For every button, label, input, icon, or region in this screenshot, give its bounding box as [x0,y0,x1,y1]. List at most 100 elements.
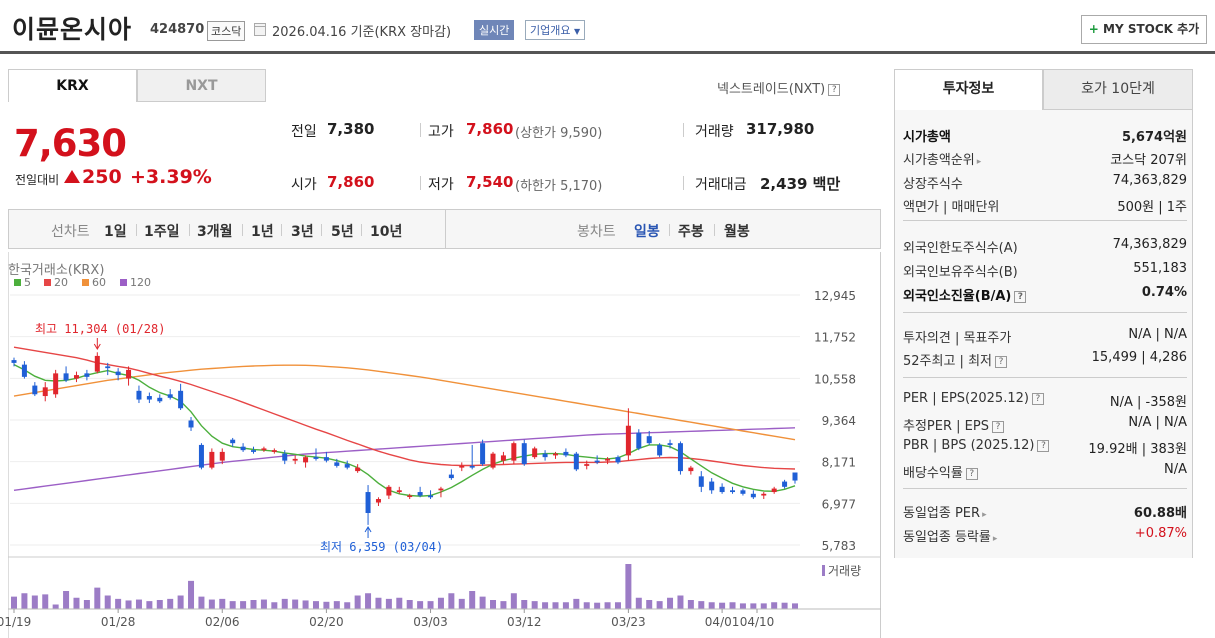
divider [903,220,1187,221]
volume-bar [292,599,299,609]
volume-bar [646,600,653,609]
candle-body [84,373,90,377]
help-icon[interactable]: ? [965,467,978,480]
volume-legend-swatch [822,565,825,576]
company-overview-dropdown[interactable]: 기업개요 ▼ [525,20,586,40]
period-1w[interactable]: 1주일 [144,224,180,240]
period-1d[interactable]: 1일 [104,224,127,240]
info-label: PER | EPS(2025.12)? [903,391,1044,406]
volume-bar [635,597,642,609]
help-icon[interactable]: ? [1031,392,1044,405]
info-label[interactable]: 시가총액순위 ▸ [903,153,982,168]
volume-bar [667,597,674,609]
period-3m[interactable]: 3개월 [197,224,233,240]
min-annotation: 최저 6,359 (03/04) [320,540,443,554]
period-1y[interactable]: 1년 [251,224,274,240]
volume-bar [271,602,278,609]
candle-body [292,458,298,461]
volume-bar [500,601,507,609]
info-label[interactable]: 동일업종 등락률 ▸ [903,530,998,545]
company-overview-label: 기업개요 [530,24,571,37]
divider [420,176,421,190]
divider [903,377,1187,378]
volume-bar [250,600,257,609]
volume-value: 317,980 [746,120,815,138]
info-label: 추정PER | EPS? [903,415,1004,434]
high-value: 7,860 [466,120,514,138]
candle-body [271,450,277,452]
volume-bar [229,601,236,609]
volume-bar [739,603,746,609]
candle-body [136,390,142,400]
info-row: 동일업종 PER ▸ 60.88배 [903,502,1187,524]
realtime-button[interactable]: 실시간 [474,20,515,40]
info-value: +0.87% [1134,526,1187,541]
volume-bar [594,602,601,609]
y-tick-label: 12,945 [814,289,856,303]
volume-bar [406,600,413,609]
price-chart[interactable]: 한국거래소(KRX)5 20 60 120 12,945 11,752 10,558 9,36… [0,252,890,638]
candle-body [532,448,538,458]
y-tick-label: 6,977 [822,497,856,511]
period-5y[interactable]: 5년 [331,224,354,240]
add-my-stock-button[interactable]: + MY STOCK 추가 [1081,15,1207,44]
amount-label: 거래대금 [695,177,747,193]
volume-bar [115,598,122,609]
volume-bar [177,595,184,609]
divider [189,224,190,236]
y-tick-label: 8,171 [822,456,856,470]
help-icon[interactable]: ? [1037,439,1050,452]
tab-quote-10[interactable]: 호가 10단계 [1043,69,1193,110]
volume-bar [146,601,153,609]
tab-nxt[interactable]: NXT [137,69,266,102]
change-amount: 250 [82,166,122,188]
volume-bar [260,599,267,609]
tab-krx[interactable]: KRX [8,69,137,102]
volume-bar [125,600,132,609]
nextrade-link[interactable]: 넥스트레이드(NXT)? [717,78,841,97]
legend-label: 5 [24,276,31,289]
info-row: 외국인소진율(B/A)? 0.74% [903,285,1187,307]
volume-bar [792,603,798,609]
min-arrow-head [364,526,372,533]
candle-body [251,450,257,452]
volume-bar [365,593,372,609]
candle-body [188,420,194,428]
volume-bar [208,599,215,609]
volume-bar [344,602,351,609]
volume-bar [677,595,684,609]
info-row: 동일업종 등락률 ▸ +0.87% [903,526,1187,548]
candle-body [709,481,715,491]
info-value: 15,499 | 4,286 [1091,350,1187,365]
candle-body [521,443,527,465]
candle-weekly[interactable]: 주봉 [678,224,704,240]
info-row: 시가총액 5,674억원 [903,126,1187,148]
volume-bar [73,597,80,609]
volume-bar [760,603,767,609]
candle-body [563,451,569,456]
amount-value: 2,439 백만 [760,175,841,193]
divider [669,224,670,236]
candle-body [11,360,17,363]
period-10y[interactable]: 10년 [370,224,403,240]
candle-body [167,394,173,398]
candle-daily[interactable]: 일봉 [634,224,660,240]
candle-body [428,495,434,498]
info-label[interactable]: 동일업종 PER ▸ [903,506,987,521]
period-3y[interactable]: 3년 [291,224,314,240]
y-tick-label: 9,364 [822,414,856,428]
info-value: 19.92배 | 383원 [1088,442,1187,457]
volume-bar [396,597,403,609]
candle-body [469,465,475,468]
candle-body [667,443,673,445]
help-icon[interactable]: ? [995,355,1007,368]
candle-monthly[interactable]: 월봉 [724,224,750,240]
up-triangle-icon [64,170,80,183]
help-icon[interactable]: ? [1014,290,1027,303]
candle-body [730,490,736,493]
help-icon[interactable]: ? [991,420,1004,433]
tab-investment-info[interactable]: 투자정보 [894,69,1043,110]
help-icon[interactable]: ? [828,83,841,96]
volume-bar [719,602,726,609]
candle-body [375,499,381,503]
